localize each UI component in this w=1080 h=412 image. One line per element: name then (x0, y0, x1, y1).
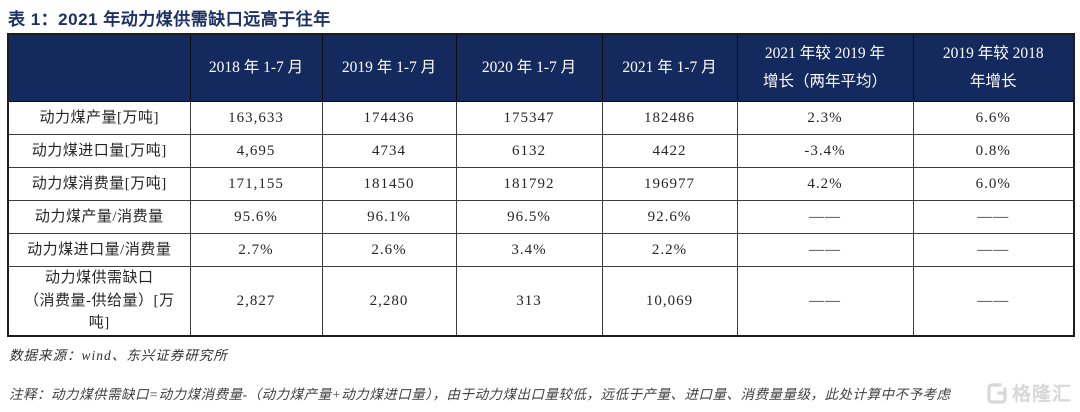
table-cell: -3.4% (736, 134, 914, 168)
table-cell: 10,069 (601, 266, 738, 336)
table-cell: 313 (455, 266, 603, 336)
row-label: 动力煤产量[万吨] (7, 101, 191, 135)
gelonghui-watermark: 格隆汇 (985, 379, 1072, 406)
table-cell: 2.7% (189, 233, 323, 267)
table-row: 动力煤进口量/消费量 2.7% 2.6% 3.4% 2.2% —— —— (7, 233, 1075, 267)
table-cell: 6.0% (912, 167, 1075, 201)
table-cell: —— (736, 200, 914, 234)
table-cell: 3.4% (455, 233, 603, 267)
table-cell: 196977 (601, 167, 738, 201)
header-cell: 2019 年 1-7 月 (321, 33, 457, 102)
table-title: 表 1：2021 年动力煤供需缺口远高于往年 (8, 10, 331, 29)
header-row: 2018 年 1-7 月 2019 年 1-7 月 2020 年 1-7 月 2021… (7, 33, 1075, 102)
table-row: 动力煤产量/消费量 95.6% 96.1% 96.5% 92.6% —— —— (7, 200, 1075, 234)
table-cell: 2,827 (189, 266, 323, 336)
table-cell: 181792 (455, 167, 603, 201)
row-label: 动力煤消费量[万吨] (7, 167, 191, 201)
table-row: 动力煤供需缺口 （消费量-供给量）[万吨] 2,827 2,280 313 10,069… (7, 266, 1075, 336)
table-cell: 6132 (455, 134, 603, 168)
header-cell: 2020 年 1-7 月 (455, 33, 603, 102)
table-cell: 174436 (321, 101, 457, 135)
table-cell: —— (736, 233, 914, 267)
table-row: 动力煤消费量[万吨] 171,155 181450 181792 196977 4.2% 6… (7, 167, 1075, 201)
table-cell: —— (912, 233, 1075, 267)
table-cell: 182486 (601, 101, 738, 135)
table-row: 动力煤产量[万吨] 163,633 174436 175347 182486 2.3% 6.… (7, 101, 1075, 135)
table-cell: 4,695 (189, 134, 323, 168)
table-cell: —— (912, 266, 1075, 336)
table-cell: 96.5% (455, 200, 603, 234)
table-cell: 6.6% (912, 101, 1075, 135)
table-cell: 171,155 (189, 167, 323, 201)
table-row: 动力煤进口量[万吨] 4,695 4734 6132 4422 -3.4% 0.8% (7, 134, 1075, 168)
table-cell: 181450 (321, 167, 457, 201)
table-cell: 175347 (455, 101, 603, 135)
table-cell: —— (912, 200, 1075, 234)
table-cell: 2.3% (736, 101, 914, 135)
table-cell: 95.6% (189, 200, 323, 234)
header-cell: 2021 年较 2019 年 增长（两年平均） (736, 33, 914, 102)
row-label: 动力煤进口量/消费量 (7, 233, 191, 267)
header-cell: 2021 年 1-7 月 (601, 33, 738, 102)
table-cell: 92.6% (601, 200, 738, 234)
table-cell: 96.1% (321, 200, 457, 234)
table-cell: 4734 (321, 134, 457, 168)
row-label: 动力煤产量/消费量 (7, 200, 191, 234)
header-cell: 2019 年较 2018 年增长 (912, 33, 1075, 102)
table-cell: 4.2% (736, 167, 914, 201)
table-cell: 4422 (601, 134, 738, 168)
row-label: 动力煤供需缺口 （消费量-供给量）[万吨] (7, 266, 191, 336)
table-body: 动力煤产量[万吨] 163,633 174436 175347 182486 2.3% 6.… (7, 101, 1075, 336)
table-cell: 2.2% (601, 233, 738, 267)
table-cell: 2.6% (321, 233, 457, 267)
table-cell: 163,633 (189, 101, 323, 135)
header-cell: 2018 年 1-7 月 (189, 33, 323, 102)
gelonghui-logo-text: 格隆汇 (1011, 384, 1072, 405)
footnote: 注释：动力煤供需缺口=动力煤消费量-（动力煤产量+动力煤进口量），由于动力煤出口… (9, 387, 951, 402)
row-label: 动力煤进口量[万吨] (7, 134, 191, 168)
data-source-note: 数据来源：wind、东兴证券研究所 (9, 348, 228, 363)
table-cell: 0.8% (912, 134, 1075, 168)
table-cell: 2,280 (321, 266, 457, 336)
coal-supply-demand-table: 2018 年 1-7 月 2019 年 1-7 月 2020 年 1-7 月 2021… (7, 33, 1075, 337)
gelonghui-g-icon (987, 382, 1007, 404)
table-cell: —— (736, 266, 914, 336)
header-cell-blank (7, 33, 191, 102)
